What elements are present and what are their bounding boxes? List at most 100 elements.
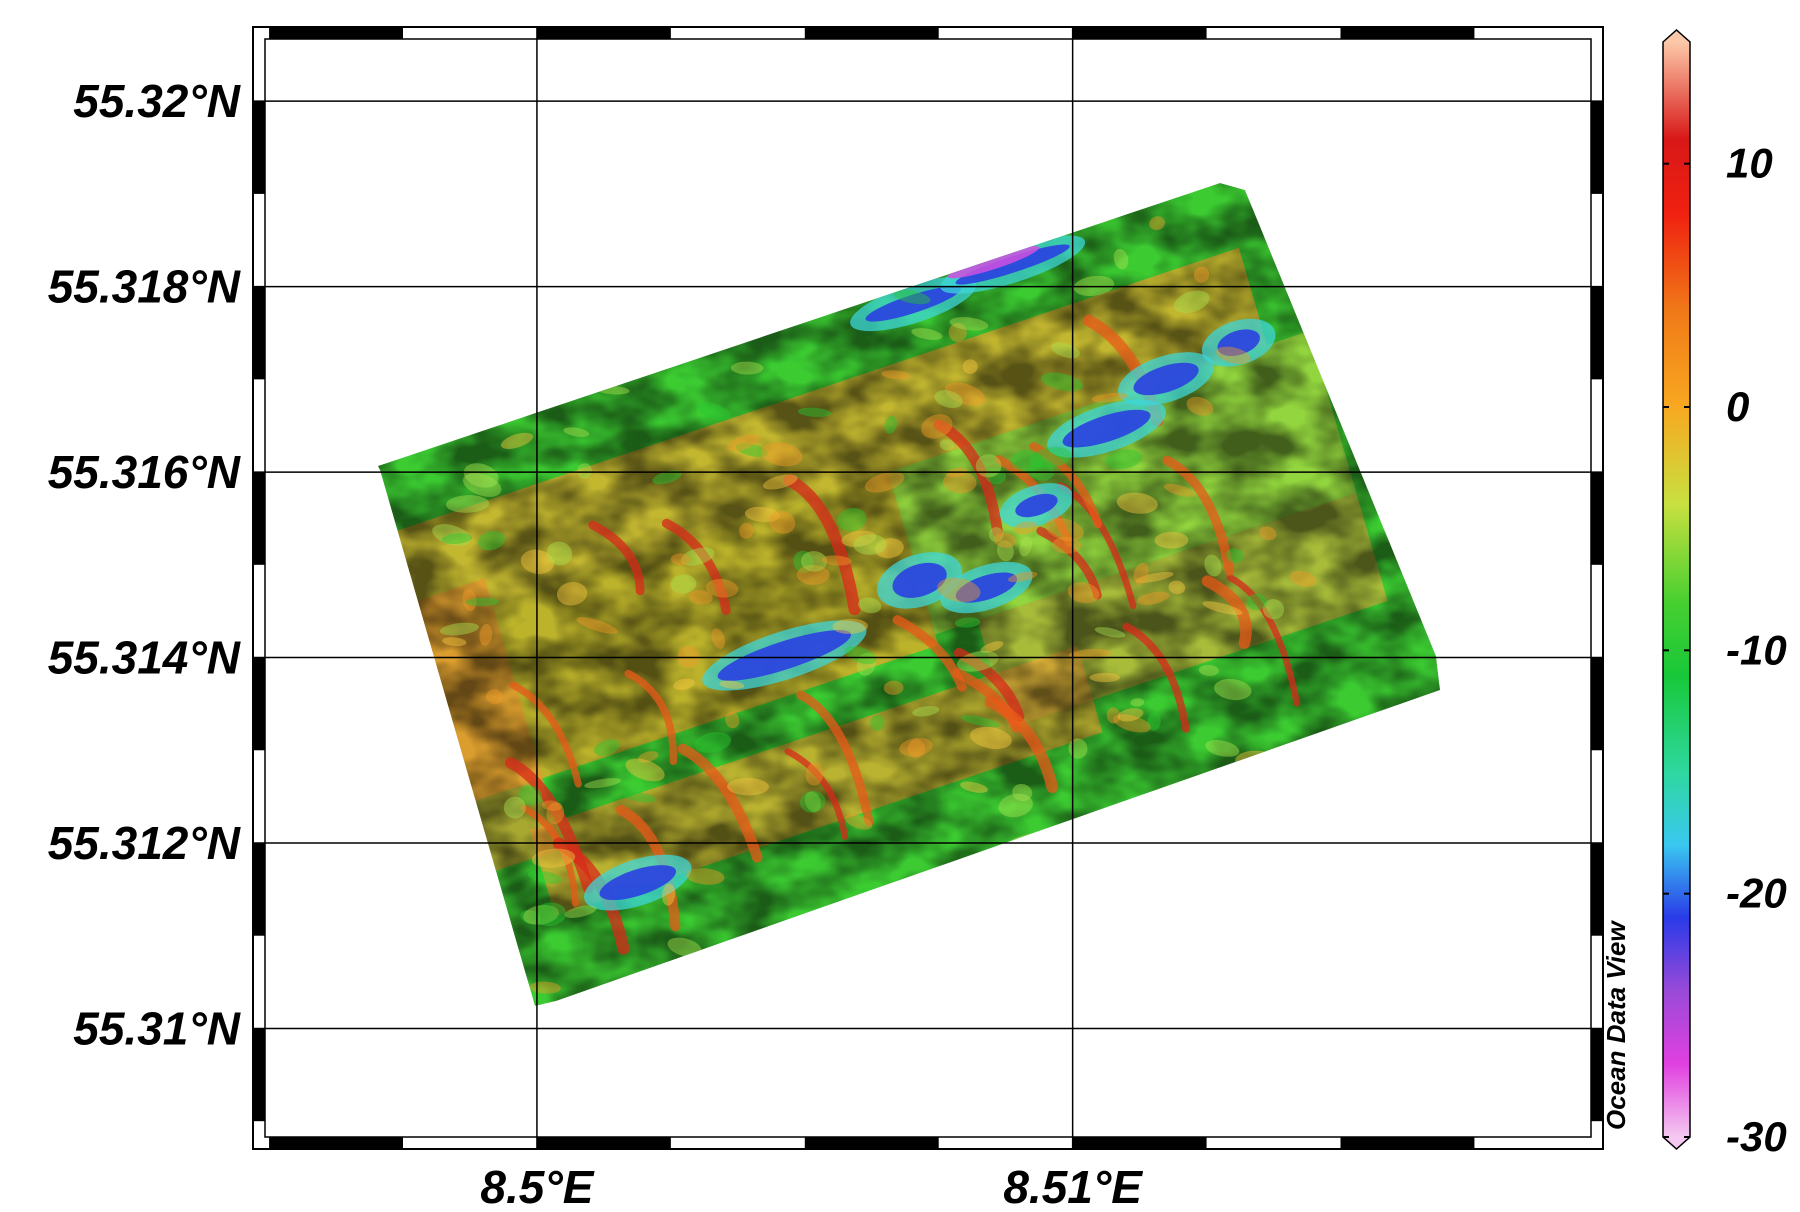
swath-speckle [1116, 492, 1158, 514]
swath-speckle [845, 814, 873, 830]
swath-speckle [670, 574, 697, 594]
swath-ridge [984, 696, 1059, 794]
swath-speckle [564, 905, 597, 918]
swath-speckle [694, 732, 732, 753]
swath-speckle [1226, 548, 1244, 564]
swath-speckle [432, 524, 471, 546]
swath-speckle [623, 791, 657, 803]
swath-speckle [523, 904, 560, 925]
swath-speckle [907, 739, 926, 758]
swath-speckle [993, 532, 1017, 548]
swath-speckle [518, 785, 543, 806]
swath-depression [1133, 362, 1199, 396]
swath-speckle [800, 551, 828, 572]
frame-tick-segment [253, 843, 265, 936]
swath-speckle [853, 534, 887, 555]
frame-tick-segment [1591, 286, 1603, 380]
frame-tick-segment [1072, 27, 1207, 39]
swath-depression [955, 572, 1018, 603]
swath-speckle [799, 790, 826, 813]
latitude-tick-label: 55.314°N [48, 632, 241, 684]
swath-speckle [841, 530, 877, 547]
swath-speckle [670, 553, 691, 566]
map-frame [252, 26, 1604, 1150]
swath-speckle [875, 538, 904, 559]
swath-speckle [1193, 266, 1210, 283]
swath-speckle [937, 577, 981, 603]
swath-speckle [837, 507, 867, 532]
swath-speckle [531, 848, 576, 868]
frame-tick-segment [1072, 1137, 1207, 1149]
swath-depression [1062, 409, 1151, 448]
frame-tick-segment [1340, 27, 1475, 39]
swath-speckle [761, 442, 803, 467]
frame-tick-segment [1591, 1028, 1603, 1122]
swath-ridge [615, 804, 681, 932]
frame-tick-segment [1340, 1137, 1475, 1149]
swath-speckle [726, 434, 760, 452]
swath-ridge [784, 748, 849, 840]
swath-speckle [576, 617, 618, 634]
swath-ridge [624, 669, 678, 766]
latitude-tick-label: 55.316°N [48, 446, 241, 498]
swath-speckle [934, 390, 963, 408]
swath-speckle [1149, 216, 1165, 231]
swath-deep-spot [947, 245, 1040, 279]
swath-speckle [998, 793, 1033, 818]
colorbar-tick-label: 10 [1726, 140, 1773, 187]
swath-speckle [1198, 664, 1219, 676]
swath-ridge [661, 518, 731, 615]
frame-tick-segment [1591, 472, 1603, 565]
swath-speckle [725, 711, 740, 729]
swath-speckle [793, 550, 814, 574]
frame-tick-segment [536, 1137, 671, 1149]
swath-speckle [584, 778, 622, 789]
latitude-tick-label: 55.32°N [73, 75, 241, 127]
swath-speckle [988, 527, 1004, 543]
swath-speckle [1133, 562, 1149, 586]
swath-speckle [954, 617, 981, 628]
swath-speckle [1052, 536, 1082, 554]
swath-speckle [962, 359, 978, 374]
swath-speckle [719, 680, 745, 689]
swath-speckle [1216, 346, 1251, 365]
swath-speckle [739, 522, 754, 539]
swath-speckle [949, 317, 989, 331]
swath-speckle [486, 689, 503, 705]
swath-depression [865, 286, 961, 322]
swath-speckle [477, 530, 506, 551]
swath-speckle [1186, 396, 1214, 416]
swath-speckle [969, 726, 1012, 750]
frame-tick-segment [253, 657, 265, 751]
swath-speckle [921, 414, 953, 439]
swath-speckle [439, 622, 479, 636]
swath-ridge [1036, 526, 1102, 600]
frame-tick-segment [1591, 843, 1603, 936]
swath-speckle [980, 641, 1004, 653]
swath-speckle [1008, 571, 1038, 583]
swath-speckle [911, 328, 943, 340]
colorbar-tick-label: -20 [1726, 870, 1787, 917]
swath-speckle [884, 415, 897, 434]
swath-speckle [1136, 591, 1170, 605]
swath-speckle [686, 868, 725, 885]
swath-speckle [1094, 627, 1126, 638]
swath-speckle [942, 471, 977, 494]
swath-speckle [744, 506, 780, 523]
swath-speckle [503, 796, 526, 819]
swath-speckle [556, 582, 588, 606]
swath-speckle [1164, 483, 1196, 497]
swath-ridge [677, 743, 763, 863]
swath-speckle [1259, 526, 1277, 541]
swath-speckle [593, 739, 620, 756]
frame-tick-segment [269, 1137, 403, 1149]
swath-speckle [1154, 531, 1189, 549]
swath-speckle [500, 432, 534, 449]
swath-speckle [796, 565, 830, 585]
colorbar-tick-label: -10 [1726, 626, 1787, 673]
swath-speckle [727, 777, 769, 796]
swath-speckle [1214, 678, 1252, 701]
frame-tick-segment [804, 1137, 939, 1149]
swath-speckle [1105, 449, 1143, 469]
swath-speckle [768, 510, 796, 534]
